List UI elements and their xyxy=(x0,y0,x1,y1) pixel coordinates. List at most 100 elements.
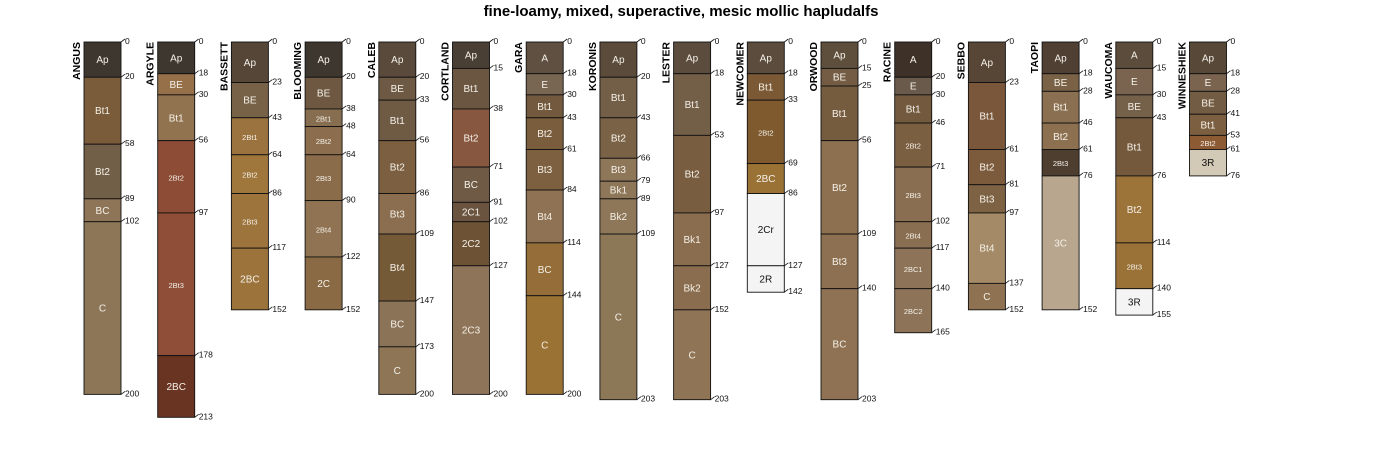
depth-label: 20 xyxy=(641,71,651,81)
depth-label: 41 xyxy=(1231,108,1241,118)
depth-tick xyxy=(268,151,273,156)
profile-name: TAOPI xyxy=(1029,42,1041,73)
depth-label: 56 xyxy=(420,135,430,145)
depth-tick xyxy=(268,38,273,43)
depth-tick xyxy=(1005,306,1010,311)
depth-label: 33 xyxy=(788,94,798,104)
depth-tick xyxy=(194,352,199,356)
horizon-bt2 xyxy=(83,143,122,200)
depth-tick xyxy=(1152,172,1158,177)
depth-tick xyxy=(710,396,715,401)
horizon-ap xyxy=(673,41,712,75)
horizon-bc xyxy=(820,288,859,401)
horizon-label: BE xyxy=(170,80,184,91)
depth-tick xyxy=(1005,280,1010,284)
depth-tick xyxy=(562,38,568,43)
depth-tick xyxy=(857,65,863,69)
horizon-bt3 xyxy=(525,149,564,191)
horizon-label: Ap xyxy=(1202,53,1215,64)
horizon-label: BE xyxy=(1054,78,1068,89)
horizon-label: BE xyxy=(833,73,847,84)
depth-tick xyxy=(341,306,347,311)
horizon-label: C xyxy=(99,304,106,315)
depth-label: 20 xyxy=(936,71,946,81)
depth-tick xyxy=(784,38,789,43)
depth-tick xyxy=(1226,38,1231,43)
horizon-label: BE xyxy=(243,96,257,107)
depth-tick xyxy=(562,146,568,150)
depth-label: 81 xyxy=(1009,179,1019,189)
depth-tick xyxy=(194,137,199,141)
depth-label: 18 xyxy=(788,68,798,78)
horizon-bc xyxy=(378,300,417,348)
depth-tick xyxy=(562,70,568,75)
depth-label: 86 xyxy=(272,188,282,198)
depth-tick xyxy=(268,114,273,119)
depth-label: 61 xyxy=(1231,143,1241,153)
horizon-label: BE xyxy=(317,89,331,100)
depth-tick xyxy=(562,114,568,119)
depth-label: 53 xyxy=(715,129,725,139)
profile-taopi: TAOPI Ap 0 BE 18 Bt1 28 Bt2 46 2Bt3 61 3C 76 152 xyxy=(1029,36,1097,314)
depth-label: 15 xyxy=(862,62,872,72)
depth-label: 203 xyxy=(862,394,876,404)
depth-label: 102 xyxy=(936,216,950,226)
horizon-label: Ap xyxy=(170,53,183,64)
depth-label: 0 xyxy=(567,36,572,46)
depth-tick xyxy=(857,137,863,141)
horizon-label: BC xyxy=(96,206,110,217)
depth-label: 89 xyxy=(641,193,651,203)
depth-tick xyxy=(1152,65,1158,69)
horizon-bt1 xyxy=(673,73,712,136)
depth-tick xyxy=(931,218,936,223)
depth-tick xyxy=(341,38,347,43)
depth-label: 23 xyxy=(1009,77,1019,87)
depth-label: 109 xyxy=(862,228,876,238)
horizon-label: 2Bt3 xyxy=(168,281,183,290)
horizon-label: Ap xyxy=(465,51,478,62)
depth-label: 86 xyxy=(788,188,798,198)
horizon-label: 2BC1 xyxy=(904,265,923,274)
depth-tick xyxy=(857,38,863,43)
depth-label: 23 xyxy=(272,77,282,87)
depth-label: 127 xyxy=(788,260,802,270)
depth-tick xyxy=(784,160,789,164)
depth-tick xyxy=(1078,88,1084,92)
horizon-label: A xyxy=(1131,51,1138,62)
horizon-2bt4 xyxy=(894,221,933,249)
depth-tick xyxy=(341,105,347,110)
depth-label: 30 xyxy=(1157,89,1167,99)
depth-tick xyxy=(341,253,347,258)
horizon-label: Bt4 xyxy=(537,212,552,223)
depth-label: 56 xyxy=(862,135,872,145)
depth-label: 0 xyxy=(641,36,646,46)
depth-tick xyxy=(562,292,568,297)
depth-tick xyxy=(194,70,199,75)
horizon-3r xyxy=(1189,149,1227,177)
horizon-label: 2R xyxy=(759,274,772,285)
depth-tick xyxy=(341,197,347,201)
depth-label: 64 xyxy=(272,149,282,159)
profile-racine: RACINE A 0 E 20 Bt1 30 2Bt2 46 2Bt3 71 2Bt4 102 2BC1 1… xyxy=(882,36,950,337)
horizon-label: 2Bt3 xyxy=(242,217,257,226)
depth-tick xyxy=(415,230,421,235)
depth-label: 43 xyxy=(641,112,651,122)
horizon-label: 2Bt3 xyxy=(905,191,920,200)
depth-label: 79 xyxy=(641,175,651,185)
horizon-2bt2 xyxy=(304,126,343,156)
horizon-bt4 xyxy=(967,212,1006,284)
depth-label: 71 xyxy=(936,161,946,171)
horizon-label: Bt2 xyxy=(463,134,478,145)
depth-label: 28 xyxy=(1083,85,1093,95)
depth-tick xyxy=(1078,38,1084,43)
horizon-label: 2C3 xyxy=(462,326,481,337)
horizon-label: 3C xyxy=(1054,238,1067,249)
horizon-3c xyxy=(1041,175,1080,311)
depth-tick xyxy=(120,195,126,200)
depth-tick xyxy=(120,140,126,145)
profile-cortland: CORTLAND Ap 0 Bt1 15 Bt2 38 BC 71 2C1 91 2C2 102 2C3 1… xyxy=(440,36,508,398)
depth-tick xyxy=(1078,306,1084,311)
horizon-label: 2Bt2 xyxy=(168,173,183,182)
profile-newcomer: NEWCOMER Ap 0 Bt1 18 2Bt2 33 2BC 69 2Cr 86 2R 127 142 xyxy=(734,36,802,296)
